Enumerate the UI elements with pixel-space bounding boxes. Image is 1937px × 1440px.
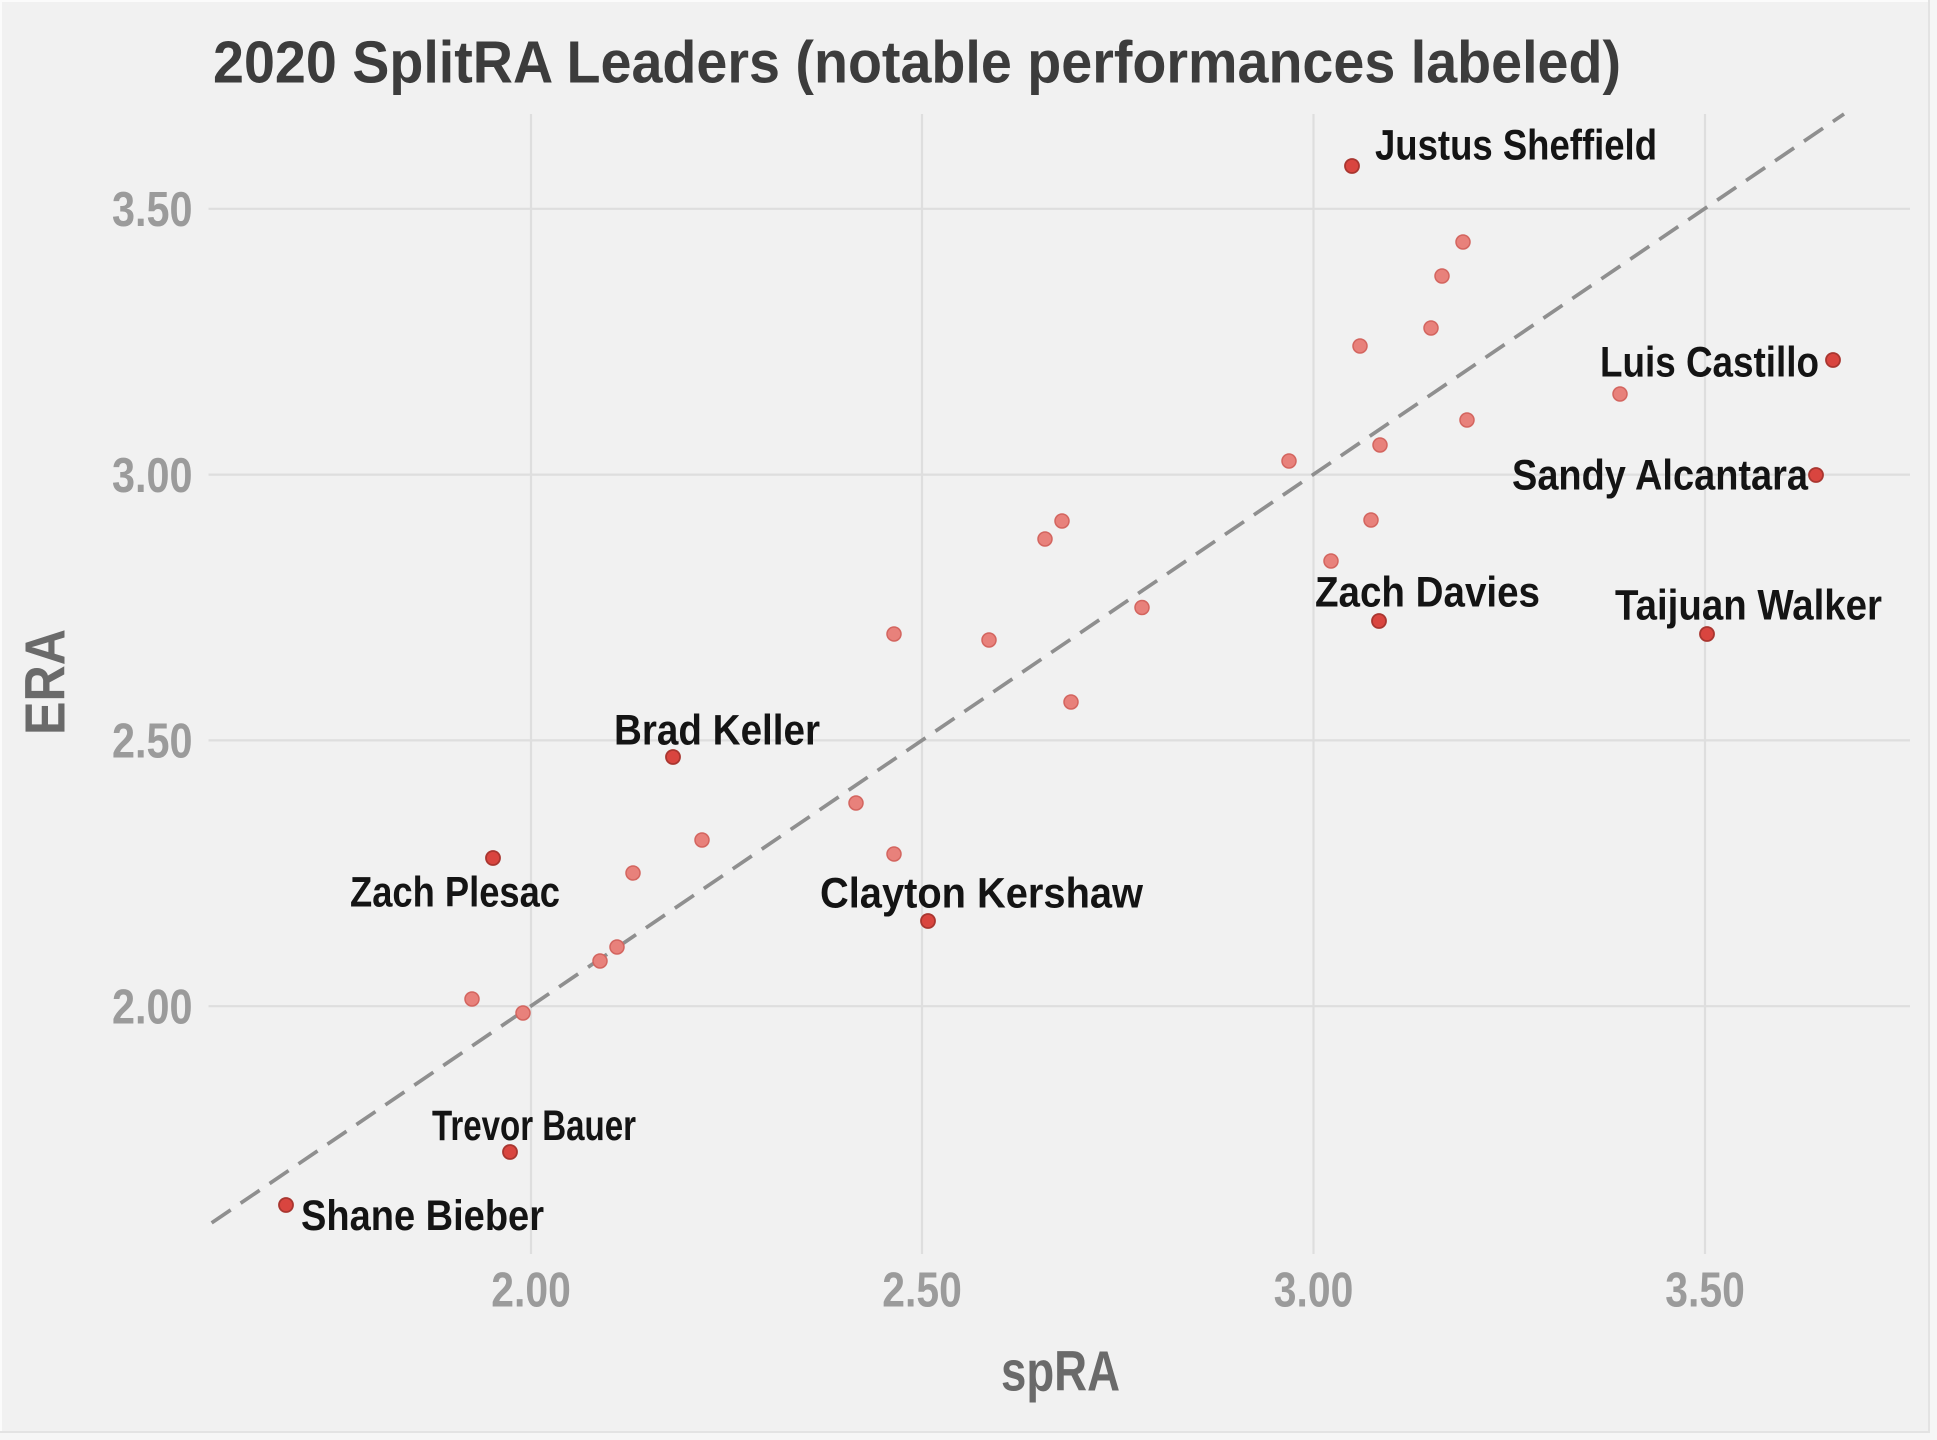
svg-text:Sandy Alcantara: Sandy Alcantara xyxy=(1512,452,1808,499)
svg-text:Brad Keller: Brad Keller xyxy=(614,706,820,753)
svg-text:spRA: spRA xyxy=(1001,1340,1120,1403)
svg-text:3.50: 3.50 xyxy=(112,183,193,237)
svg-text:3.00: 3.00 xyxy=(112,449,193,503)
svg-text:Taijuan Walker: Taijuan Walker xyxy=(1615,582,1882,629)
svg-text:2020 SplitRA Leaders (notable: 2020 SplitRA Leaders (notable performanc… xyxy=(213,29,1621,96)
svg-text:Shane Bieber: Shane Bieber xyxy=(301,1192,544,1239)
svg-text:Clayton Kershaw: Clayton Kershaw xyxy=(820,870,1143,917)
svg-text:Trevor Bauer: Trevor Bauer xyxy=(432,1102,636,1149)
svg-text:2.00: 2.00 xyxy=(112,980,193,1034)
svg-text:3.00: 3.00 xyxy=(1274,1264,1354,1318)
svg-text:2.50: 2.50 xyxy=(882,1264,962,1318)
svg-text:Luis Castillo: Luis Castillo xyxy=(1600,338,1819,385)
svg-text:2.50: 2.50 xyxy=(112,715,193,769)
svg-text:Zach Davies: Zach Davies xyxy=(1315,569,1540,616)
svg-text:Zach Plesac: Zach Plesac xyxy=(350,869,560,916)
svg-text:3.50: 3.50 xyxy=(1665,1264,1745,1318)
svg-text:ERA: ERA xyxy=(14,629,77,735)
svg-text:Justus Sheffield: Justus Sheffield xyxy=(1375,122,1657,169)
svg-text:2.00: 2.00 xyxy=(491,1264,571,1318)
